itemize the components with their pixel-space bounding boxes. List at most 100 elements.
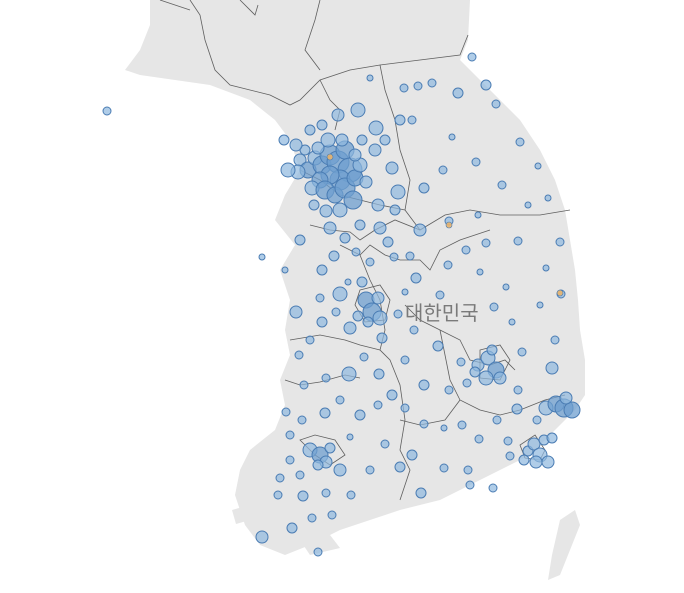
map-bubble-accent[interactable] <box>445 221 453 229</box>
map-bubble[interactable] <box>343 321 357 335</box>
map-bubble[interactable] <box>331 108 345 122</box>
map-bubble-accent[interactable] <box>326 153 334 161</box>
map-bubble[interactable] <box>280 162 296 178</box>
map-bubble[interactable] <box>344 278 352 286</box>
map-bubble[interactable] <box>550 335 560 345</box>
map-bubble[interactable] <box>406 449 418 461</box>
map-bubble[interactable] <box>285 430 295 440</box>
map-bubble[interactable] <box>327 510 337 520</box>
map-bubble[interactable] <box>371 291 385 305</box>
map-bubble[interactable] <box>407 115 417 125</box>
map-bubble[interactable] <box>513 236 523 246</box>
map-bubble[interactable] <box>335 133 349 147</box>
map-bubble[interactable] <box>373 221 387 235</box>
map-bubble[interactable] <box>456 357 466 367</box>
map-bubble[interactable] <box>297 415 307 425</box>
map-bubble[interactable] <box>541 455 555 469</box>
map-bubble[interactable] <box>443 260 453 270</box>
map-bubble[interactable] <box>102 106 112 116</box>
map-bubble[interactable] <box>316 119 328 131</box>
map-bubble[interactable] <box>294 234 306 246</box>
map-bubble[interactable] <box>440 424 448 432</box>
map-bubble[interactable] <box>517 347 527 357</box>
map-bubble[interactable] <box>493 371 507 385</box>
map-bubble[interactable] <box>319 407 331 419</box>
map-bubble[interactable] <box>438 165 448 175</box>
map-bubble[interactable] <box>474 434 484 444</box>
map-bubble[interactable] <box>285 455 295 465</box>
map-bubble[interactable] <box>297 490 309 502</box>
map-bubble[interactable] <box>399 83 409 93</box>
map-bubble[interactable] <box>524 201 532 209</box>
map-bubble[interactable] <box>427 78 437 88</box>
map-bubble[interactable] <box>332 286 348 302</box>
map-bubble[interactable] <box>319 204 333 218</box>
map-bubble[interactable] <box>400 355 410 365</box>
map-bubble[interactable] <box>515 137 525 147</box>
map-bubble[interactable] <box>356 134 368 146</box>
map-bubble[interactable] <box>474 211 482 219</box>
map-bubble[interactable] <box>312 459 324 471</box>
map-bubble[interactable] <box>385 161 399 175</box>
map-bubble[interactable] <box>295 470 305 480</box>
map-bubble[interactable] <box>415 487 427 499</box>
map-bubble[interactable] <box>513 385 523 395</box>
map-bubble[interactable] <box>390 184 406 200</box>
map-bubble[interactable] <box>401 288 409 296</box>
map-bubble[interactable] <box>478 370 494 386</box>
map-bubble[interactable] <box>278 134 290 146</box>
map-bubble[interactable] <box>405 251 415 261</box>
map-bubble[interactable] <box>354 409 366 421</box>
map-bubble[interactable] <box>410 272 422 284</box>
map-bubble[interactable] <box>339 232 351 244</box>
map-bubble[interactable] <box>505 451 515 461</box>
map-bubble[interactable] <box>316 264 328 276</box>
map-bubble[interactable] <box>462 378 472 388</box>
map-bubble[interactable] <box>299 380 309 390</box>
map-bubble[interactable] <box>281 266 289 274</box>
map-bubble[interactable] <box>368 120 384 136</box>
map-bubble[interactable] <box>419 419 429 429</box>
map-bubble[interactable] <box>511 403 523 415</box>
map-bubble[interactable] <box>481 238 491 248</box>
map-bubble[interactable] <box>467 52 477 62</box>
map-bubble[interactable] <box>335 395 345 405</box>
map-bubble[interactable] <box>328 250 340 262</box>
map-bubble[interactable] <box>418 379 430 391</box>
map-bubble[interactable] <box>463 465 473 475</box>
map-bubble[interactable] <box>457 420 467 430</box>
map-bubble[interactable] <box>316 316 328 328</box>
map-bubble[interactable] <box>275 473 285 483</box>
map-bubble[interactable] <box>386 389 398 401</box>
map-bubble[interactable] <box>536 301 544 309</box>
map-bubble[interactable] <box>255 530 269 544</box>
map-bubble[interactable] <box>469 366 481 378</box>
map-bubble[interactable] <box>448 133 456 141</box>
map-bubble[interactable] <box>352 310 364 322</box>
map-bubble[interactable] <box>542 264 550 272</box>
map-bubble[interactable] <box>368 143 382 157</box>
map-bubble[interactable] <box>418 182 430 194</box>
map-bubble[interactable] <box>365 465 375 475</box>
map-bubble[interactable] <box>518 454 530 466</box>
map-bubble[interactable] <box>545 361 559 375</box>
map-bubble[interactable] <box>258 253 266 261</box>
map-bubble[interactable] <box>471 157 481 167</box>
map-bubble[interactable] <box>350 102 366 118</box>
map-bubble-accent[interactable] <box>556 289 564 297</box>
map-bubble[interactable] <box>508 318 516 326</box>
map-bubble[interactable] <box>476 268 484 276</box>
map-bubble[interactable] <box>489 302 499 312</box>
map-bubble[interactable] <box>346 433 354 441</box>
map-bubble[interactable] <box>373 400 383 410</box>
map-bubble[interactable] <box>439 463 449 473</box>
map-bubble[interactable] <box>341 366 357 382</box>
map-bubble[interactable] <box>281 407 291 417</box>
map-bubble[interactable] <box>343 190 363 210</box>
map-bubble[interactable] <box>379 134 391 146</box>
map-bubble[interactable] <box>413 223 427 237</box>
map-bubble[interactable] <box>366 74 374 82</box>
map-bubble[interactable] <box>365 257 375 267</box>
map-bubble[interactable] <box>497 180 507 190</box>
map-bubble[interactable] <box>563 401 581 419</box>
